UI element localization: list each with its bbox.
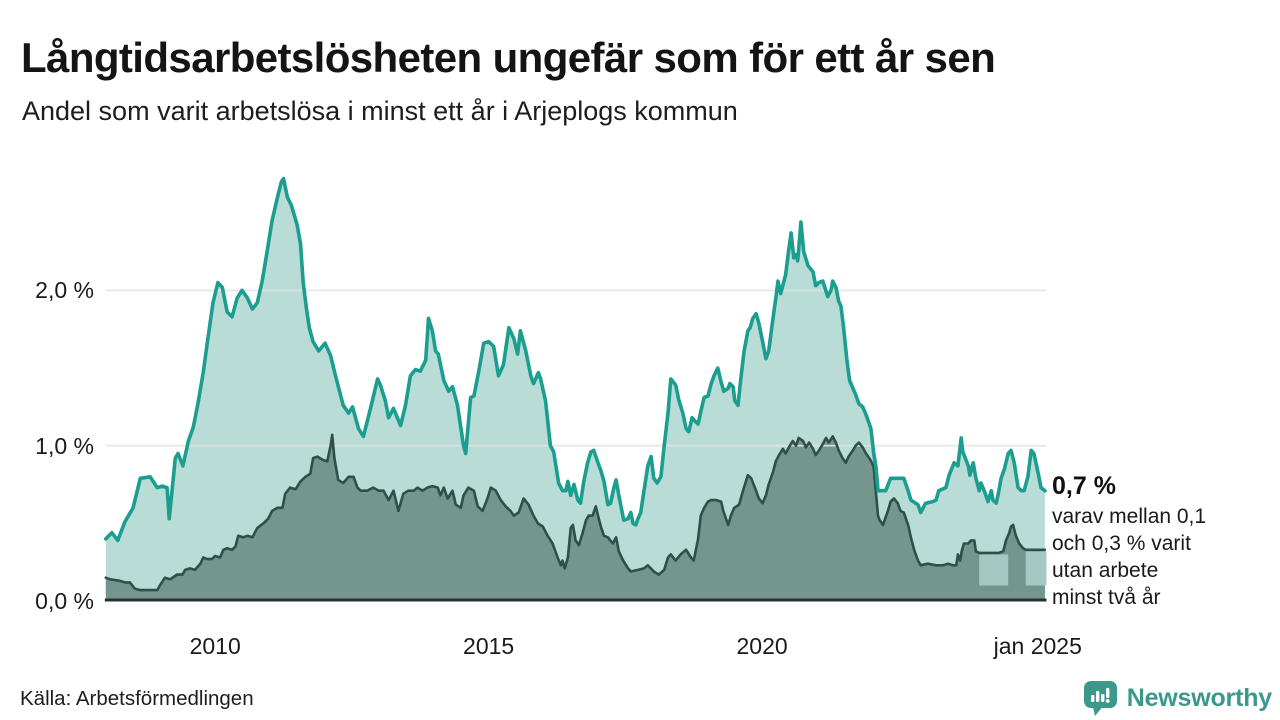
x-axis-label: jan 2025: [993, 633, 1082, 659]
newsworthy-wordmark: Newsworthy: [1126, 684, 1272, 712]
end-annotation: 0,7 % varav mellan 0,1 och 0,3 % varit u…: [1052, 472, 1278, 611]
chart-subtitle: Andel som varit arbetslösa i minst ett å…: [22, 96, 738, 126]
end-annotation-text: varav mellan 0,1 och 0,3 % varit utan ar…: [1052, 505, 1207, 609]
y-axis-label: 1,0 %: [35, 432, 94, 459]
uncertainty-band-1: [979, 554, 1009, 586]
uncertainty-band-2: [1025, 551, 1047, 586]
area-series-2: [105, 434, 1045, 601]
x-axis-label: 2015: [463, 633, 515, 659]
newsworthy-bubble-icon: [1083, 681, 1117, 716]
line-series-1: [104, 176, 1047, 543]
x-axis-label: 2010: [189, 633, 241, 659]
x-axis-label: 2020: [736, 633, 788, 659]
source-credit: Källa: Arbetsförmedlingen: [20, 687, 254, 710]
y-axis-label: 2,0 %: [35, 277, 94, 304]
y-axis-label: 0,0 %: [35, 588, 94, 614]
end-value-label: 0,7 %: [1052, 472, 1116, 500]
line-series-2: [104, 433, 1047, 592]
newsworthy-logo: Newsworthy: [1083, 680, 1272, 717]
page-title: Långtidsarbetslösheten ungefär som för e…: [21, 34, 996, 82]
